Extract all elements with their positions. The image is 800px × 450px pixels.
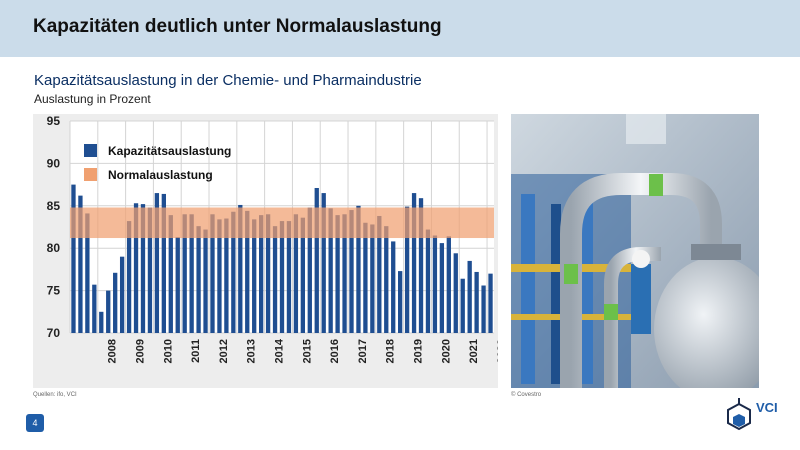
bar: [293, 214, 299, 333]
page-title: Kapazitäten deutlich unter Normalauslast…: [33, 16, 442, 37]
bar: [71, 184, 76, 333]
x-tick-label: 2021: [468, 339, 480, 363]
chart-subtitle: Auslastung in Prozent: [34, 92, 151, 106]
legend-swatch-normal: [84, 168, 97, 181]
x-tick-label: 2014: [274, 338, 286, 363]
page-number: 4: [26, 414, 44, 432]
x-tick-label: 2020: [440, 339, 452, 363]
bar: [398, 271, 403, 333]
chemical-plant-photo: [511, 114, 759, 388]
bar: [126, 221, 132, 333]
y-tick-label: 95: [47, 114, 61, 128]
y-tick-label: 75: [47, 284, 61, 298]
bar: [460, 278, 465, 333]
x-tick-label: 2015: [301, 339, 313, 363]
bar: [363, 222, 368, 333]
bar: [161, 193, 166, 333]
x-tick-label: 2016: [329, 339, 341, 363]
x-tick-label: 2008: [107, 339, 119, 363]
bar: [78, 195, 83, 333]
x-tick-label: 2013: [246, 339, 258, 363]
legend-label-normal: Normalauslastung: [108, 168, 213, 182]
bar: [300, 217, 306, 333]
bar: [168, 215, 173, 333]
x-tick-label: 2017: [357, 339, 369, 363]
bar: [272, 226, 278, 333]
bar: [106, 290, 111, 333]
y-tick-label: 80: [47, 241, 61, 255]
bar: [203, 229, 208, 333]
x-tick-label: 2022: [496, 339, 498, 363]
bar: [321, 193, 326, 333]
bar: [245, 210, 250, 333]
bar: [217, 219, 222, 333]
bar: [474, 271, 479, 333]
bar: [252, 219, 257, 333]
bar: [224, 218, 229, 333]
y-tick-label: 70: [47, 326, 61, 340]
legend-swatch-capacity: [84, 144, 97, 157]
bar-chart: 70 75 80 85 90 95 2008 2009 2010 2011 2012 2013 2014…: [33, 114, 536, 388]
bar: [231, 211, 236, 333]
normal-utilization-band: [70, 207, 494, 239]
y-tick-label: 85: [47, 199, 61, 213]
bar: [391, 241, 396, 333]
bar: [377, 215, 382, 333]
bar: [286, 221, 292, 333]
bar: [99, 311, 104, 333]
chart-title: Kapazitätsauslastung in der Chemie- und …: [34, 72, 422, 89]
y-tick-label: 90: [47, 156, 61, 170]
bar: [238, 204, 243, 333]
bar: [488, 273, 493, 333]
source-note: Quellen: ifo, VCI: [33, 392, 77, 398]
bar: [453, 253, 458, 333]
bar: [439, 243, 445, 333]
x-tick-label: 2012: [218, 339, 230, 363]
bar: [175, 237, 180, 333]
bar: [92, 284, 97, 333]
chart-container: 70 75 80 85 90 95 2008 2009 2010 2011 2012 2013 2014…: [33, 114, 536, 388]
bar: [154, 193, 160, 333]
photo-credit: © Covestro: [511, 392, 542, 398]
bar: [349, 210, 354, 333]
bar: [411, 193, 417, 333]
bar: [258, 215, 264, 333]
bar: [432, 235, 438, 333]
x-tick-label: 2011: [190, 339, 202, 363]
bar: [133, 203, 139, 333]
bar: [314, 187, 319, 333]
bar: [147, 207, 153, 333]
bar: [196, 226, 201, 333]
bar: [210, 214, 215, 333]
bar: [189, 214, 194, 333]
bar: [113, 272, 118, 333]
bar: [85, 213, 90, 333]
x-tick-label: 2010: [162, 339, 174, 363]
bar: [265, 214, 271, 333]
bar: [328, 208, 333, 333]
bar: [342, 214, 347, 333]
x-tick-label: 2019: [413, 339, 425, 363]
vci-logo-icon: [727, 398, 751, 431]
bar: [182, 214, 187, 333]
bar: [335, 215, 340, 333]
bar: [279, 221, 285, 333]
legend-label-capacity: Kapazitätsauslastung: [108, 144, 231, 158]
bar: [384, 226, 389, 333]
x-tick-label: 2018: [385, 339, 397, 363]
bar: [425, 229, 431, 333]
bar: [467, 260, 472, 333]
bar: [307, 207, 312, 333]
bar: [356, 205, 361, 333]
logo-text: VCI: [756, 400, 778, 415]
bar: [404, 206, 410, 333]
bar: [119, 256, 125, 333]
bar: [140, 204, 146, 333]
bar: [418, 198, 424, 333]
header-bar: Kapazitäten deutlich unter Normalauslast…: [0, 0, 800, 57]
bar: [446, 236, 451, 333]
x-tick-label: 2009: [135, 339, 147, 363]
bar: [370, 224, 375, 333]
bar: [481, 285, 486, 333]
